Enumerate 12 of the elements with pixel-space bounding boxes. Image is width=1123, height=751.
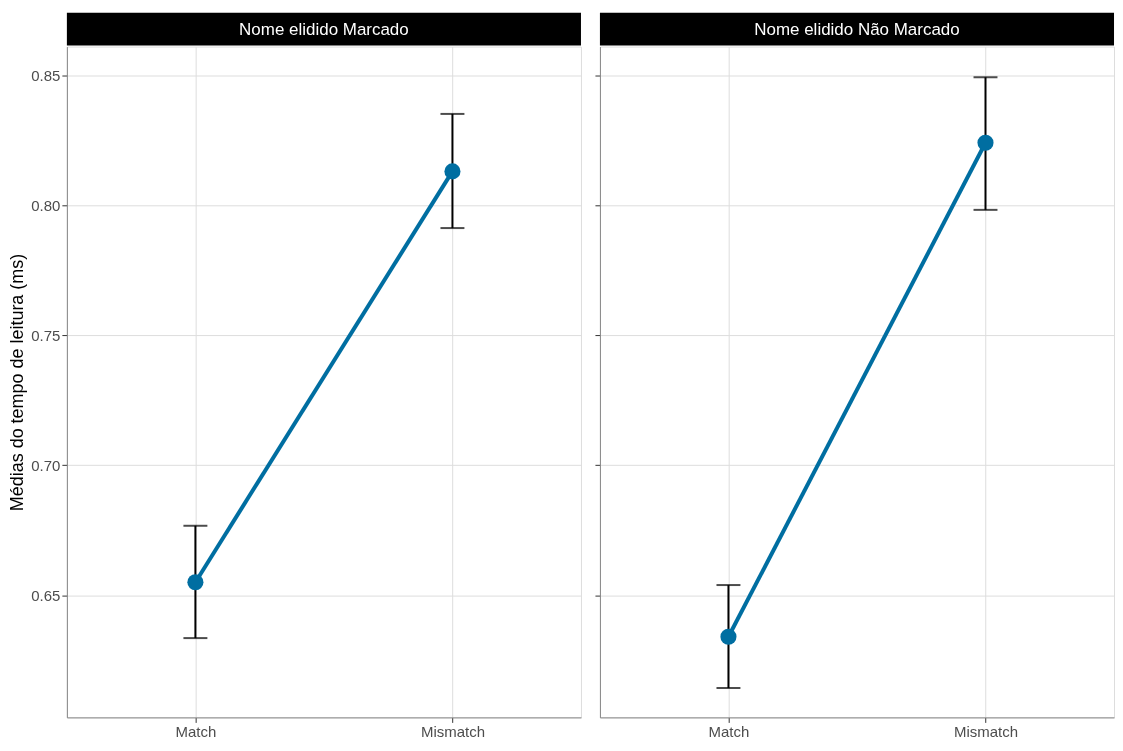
y-tick-label: 0.75 bbox=[31, 326, 61, 344]
x-tick-label: Mismatch bbox=[953, 722, 1019, 740]
x-tick-label: Mismatch bbox=[420, 722, 485, 740]
y-tick-label: 0.65 bbox=[31, 586, 61, 604]
y-axis-title: Médias do tempo de leitura (ms) bbox=[7, 253, 28, 512]
x-tick-label: Match bbox=[175, 722, 217, 740]
y-tick-label: 0.70 bbox=[31, 456, 61, 474]
y-tick-label: 0.80 bbox=[31, 196, 61, 214]
y-tick-label: 0.85 bbox=[31, 66, 61, 84]
chart-title: Nome elidido Não Marcado bbox=[754, 19, 960, 39]
chart-title: Nome elidido Marcado bbox=[239, 19, 409, 39]
x-tick-label: Match bbox=[708, 722, 750, 740]
